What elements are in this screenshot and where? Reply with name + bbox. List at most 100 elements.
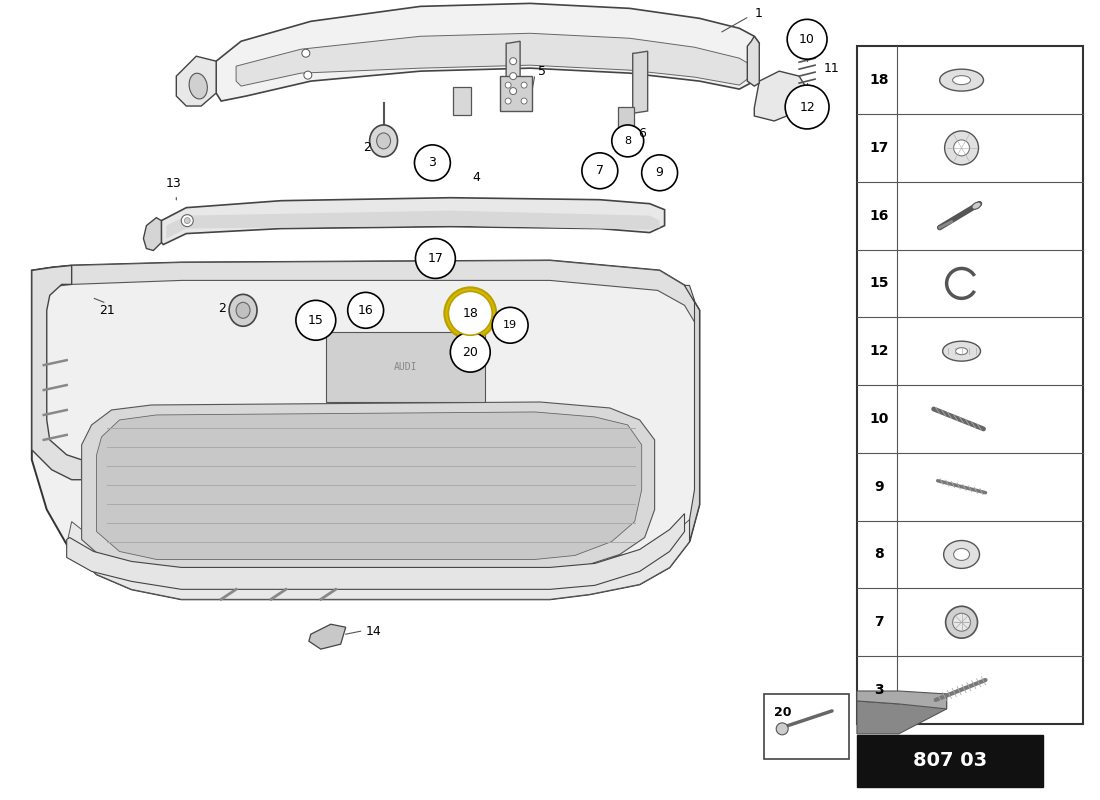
Text: 7: 7 [874,615,883,630]
Text: 15: 15 [869,277,889,290]
Circle shape [492,307,528,343]
Bar [618,107,634,129]
Text: 15: 15 [308,314,323,326]
Bar [453,87,471,115]
Circle shape [509,87,517,94]
Ellipse shape [946,606,978,638]
Text: a passion for parts since 1985: a passion for parts since 1985 [332,424,629,535]
Text: 8: 8 [624,136,631,146]
Ellipse shape [972,202,981,210]
Ellipse shape [945,131,979,165]
Text: 2: 2 [363,142,371,154]
Circle shape [788,19,827,59]
Bar [500,76,532,111]
Circle shape [449,291,492,335]
Polygon shape [236,34,751,86]
Circle shape [612,125,643,157]
Circle shape [785,85,829,129]
Text: DL: DL [148,262,414,438]
Text: 14: 14 [365,625,382,638]
Bar [326,332,485,402]
Ellipse shape [953,614,970,631]
Text: 3: 3 [874,683,883,697]
Text: 18: 18 [462,307,478,320]
Circle shape [450,332,491,372]
Polygon shape [747,36,759,86]
Ellipse shape [956,348,968,354]
Text: 9: 9 [874,480,883,494]
Ellipse shape [376,133,390,149]
Polygon shape [506,42,520,106]
Ellipse shape [939,69,983,91]
Text: 5: 5 [538,65,546,78]
Circle shape [777,723,789,735]
Bar [857,46,1084,724]
Circle shape [416,238,455,278]
Text: 10: 10 [869,412,889,426]
Text: 11: 11 [824,62,839,74]
Polygon shape [81,402,654,571]
Circle shape [509,73,517,80]
Ellipse shape [954,549,969,561]
Text: 17: 17 [869,141,889,155]
Ellipse shape [944,541,979,569]
Text: 21: 21 [99,304,114,317]
Circle shape [521,98,527,104]
Polygon shape [857,691,947,709]
Text: 20: 20 [774,706,792,719]
Ellipse shape [953,76,970,85]
Text: 16: 16 [869,209,889,222]
Text: 19: 19 [503,320,517,330]
Circle shape [296,300,336,340]
Polygon shape [97,412,641,559]
Text: 7: 7 [596,164,604,178]
Polygon shape [755,71,807,121]
Text: 12: 12 [869,344,889,358]
Ellipse shape [229,294,257,326]
Circle shape [301,50,310,57]
Circle shape [348,292,384,328]
Circle shape [415,145,450,181]
Circle shape [582,153,618,189]
Text: 8: 8 [874,547,883,562]
Polygon shape [162,198,664,245]
Polygon shape [309,624,345,649]
Text: 13: 13 [165,178,182,190]
Polygon shape [32,266,81,480]
Circle shape [509,58,517,65]
Polygon shape [857,694,947,734]
Text: 6: 6 [638,127,646,141]
Polygon shape [32,261,700,599]
Ellipse shape [943,342,980,361]
Text: 20: 20 [462,346,478,358]
Polygon shape [684,286,700,542]
Polygon shape [67,514,684,590]
Polygon shape [176,56,217,106]
Text: 4: 4 [472,171,480,184]
Circle shape [182,214,194,226]
Text: 12: 12 [800,101,815,114]
Circle shape [444,287,496,339]
Circle shape [304,71,311,79]
Text: 10: 10 [800,33,815,46]
Polygon shape [143,218,162,250]
Text: AUDI: AUDI [394,362,417,372]
Text: 17: 17 [428,252,443,265]
Polygon shape [632,51,648,113]
Ellipse shape [236,302,250,318]
Circle shape [641,155,678,190]
Text: SP: SP [230,382,492,558]
Circle shape [521,82,527,88]
Ellipse shape [189,74,207,99]
Text: 2: 2 [218,302,227,315]
Text: 1: 1 [755,7,762,20]
Text: 9: 9 [656,166,663,179]
Text: 16: 16 [358,304,374,317]
Polygon shape [67,519,690,599]
Ellipse shape [954,140,969,156]
Text: 3: 3 [429,156,437,170]
Ellipse shape [370,125,397,157]
Text: 807 03: 807 03 [913,751,987,770]
Circle shape [505,98,512,104]
Bar [764,694,849,758]
